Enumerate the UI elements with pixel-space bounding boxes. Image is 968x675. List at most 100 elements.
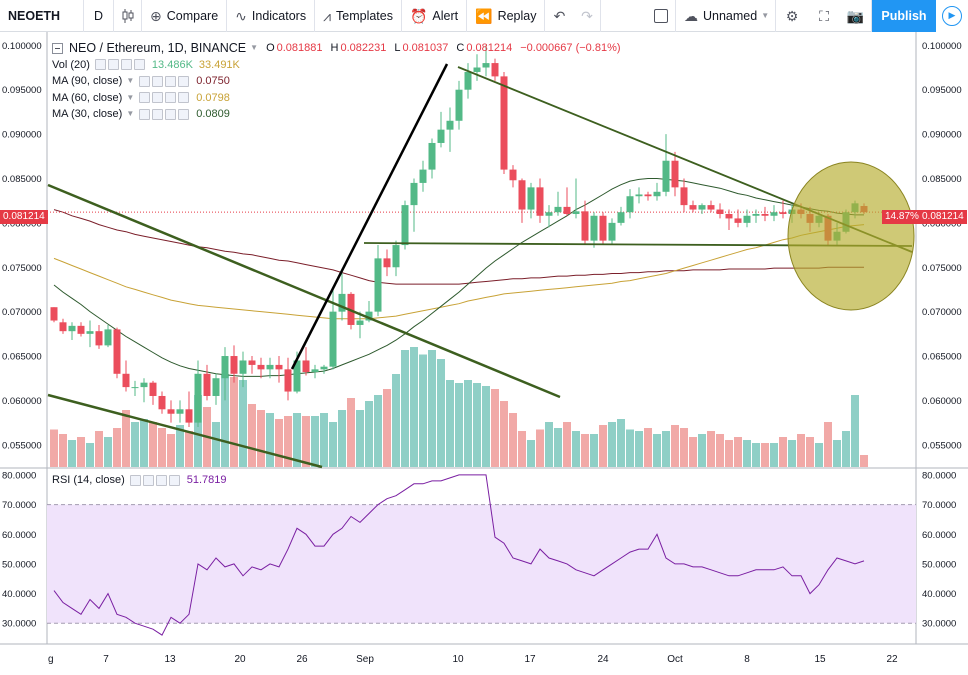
rsi-controls[interactable] — [129, 474, 182, 486]
chevron-down-icon[interactable]: ▼ — [126, 109, 135, 119]
ma90-controls[interactable] — [139, 75, 191, 87]
volume-bar-11 — [149, 422, 157, 467]
candle-body-73 — [707, 205, 715, 210]
interval-button[interactable]: D — [84, 0, 114, 32]
volume-controls[interactable] — [94, 59, 147, 71]
volume-bar-69 — [671, 425, 679, 467]
volume-bar-46 — [464, 380, 472, 467]
candle-body-58 — [572, 211, 580, 214]
price-tick-left-9: 0.055000 — [2, 440, 42, 451]
rsi-tick-right-1: 70.0000 — [922, 500, 956, 511]
candle-body-2 — [68, 325, 76, 332]
candle-body-45 — [455, 89, 463, 121]
volume-bar-49 — [491, 389, 499, 467]
replay-button[interactable]: ⏪ Replay — [467, 0, 546, 32]
candle-body-24 — [266, 364, 274, 370]
candle-body-68 — [662, 160, 670, 192]
volume-bar-76 — [734, 437, 742, 467]
price-tick-right-7: 0.065000 — [922, 352, 962, 363]
redo-button[interactable]: ↷ — [573, 0, 602, 32]
compare-button[interactable]: ⊕ Compare — [142, 0, 228, 32]
templates-button[interactable]: ⩘ Templates — [315, 0, 402, 32]
volume-bar-50 — [500, 401, 508, 467]
candle-body-9 — [131, 387, 139, 389]
legend-main-row: NEO / Ethereum, 1D, BINANCE ▼ O 0.081881 … — [52, 40, 621, 57]
symbol-search-button[interactable]: NEOETH — [0, 0, 84, 32]
volume-bar-29 — [311, 416, 319, 467]
volume-bar-31 — [329, 422, 337, 467]
snapshot-button[interactable]: 📷 — [840, 0, 872, 32]
price-tick-right-5: 0.075000 — [922, 263, 962, 274]
candle-body-27 — [293, 360, 301, 392]
candle-body-52 — [518, 180, 526, 210]
time-label-7: 17 — [524, 654, 536, 665]
templates-label: Templates — [336, 8, 393, 23]
candle-body-80 — [770, 212, 778, 216]
ma60-controls[interactable] — [139, 92, 191, 104]
candle-body-74 — [716, 209, 724, 214]
ma60-label: MA (60, close) — [52, 91, 123, 104]
volume-bar-4 — [86, 443, 94, 467]
publish-label: Publish — [881, 8, 927, 23]
volume-bar-64 — [626, 429, 634, 467]
volume-bar-24 — [266, 413, 274, 467]
layout-save-button[interactable]: ☁ Unnamed ▼ — [676, 0, 776, 32]
rsi-tick-left-4: 40.0000 — [2, 589, 36, 600]
alert-button[interactable]: ⏰ Alert — [402, 0, 468, 32]
settings-button[interactable]: ⚙ — [776, 0, 808, 32]
candle-body-0 — [50, 307, 58, 321]
change-value: −0.000667 (−0.81%) — [520, 42, 621, 55]
chevron-down-icon[interactable]: ▼ — [126, 76, 135, 86]
candle-body-55 — [545, 212, 553, 216]
last-price-tag-left: 0.081214 — [0, 210, 48, 224]
chart-canvas[interactable]: 0.100000 0.100000 0.095000 0.095000 0.090000… — [0, 32, 968, 675]
open-label: O — [266, 42, 275, 55]
candle-body-44 — [446, 120, 454, 130]
candle-body-14 — [176, 409, 184, 414]
volume-bar-40 — [410, 347, 418, 467]
fullscreen-toggle[interactable] — [646, 0, 676, 32]
volume-bar-58 — [572, 431, 580, 467]
chevron-down-icon: ▼ — [761, 11, 770, 20]
volume-bar-35 — [365, 401, 373, 467]
chevron-down-icon[interactable]: ▼ — [126, 92, 135, 102]
ma30-controls[interactable] — [139, 108, 191, 120]
volume-bar-8 — [122, 410, 130, 467]
volume-bar-86 — [824, 422, 832, 467]
volume-bar-60 — [590, 434, 598, 467]
time-label-6: 10 — [452, 654, 464, 665]
price-tick-left-8: 0.060000 — [2, 396, 42, 407]
expand-button[interactable]: ⛶ — [808, 0, 840, 32]
rsi-tick-left-2: 60.0000 — [2, 530, 36, 541]
undo-button[interactable]: ↶ — [545, 0, 573, 32]
volume-bar-73 — [707, 431, 715, 467]
close-value: 0.081214 — [466, 42, 513, 55]
low-value: 0.081037 — [402, 42, 449, 55]
chart-container[interactable]: 0.100000 0.100000 0.095000 0.095000 0.090000… — [0, 32, 968, 675]
candle-body-16 — [194, 373, 202, 423]
chart-style-button[interactable] — [114, 0, 142, 32]
candle-body-20 — [230, 356, 238, 374]
high-value: 0.082231 — [340, 42, 387, 55]
stream-button[interactable]: ▶ — [936, 0, 968, 32]
candle-body-59 — [581, 211, 589, 241]
candle-body-71 — [689, 205, 697, 210]
symbol-label: NEOETH — [8, 8, 61, 23]
legend-ma60-row: MA (60, close) ▼ 0.0798 — [52, 90, 621, 107]
volume-bar-88 — [842, 431, 850, 467]
volume-bar-83 — [797, 434, 805, 467]
collapse-icon[interactable] — [52, 42, 63, 54]
volume-bar-30 — [320, 413, 328, 467]
indicators-icon: ∿ — [235, 7, 247, 24]
rsi-tick-right-0: 80.0000 — [922, 470, 956, 481]
volume-bar-25 — [275, 419, 283, 467]
time-label-3: 20 — [234, 654, 246, 665]
indicators-button[interactable]: ∿ Indicators — [227, 0, 316, 32]
chevron-down-icon[interactable]: ▼ — [250, 43, 259, 53]
rsi-tick-left-0: 80.0000 — [2, 470, 36, 481]
rsi-tick-right-3: 50.0000 — [922, 559, 956, 570]
time-label-5: Sep — [356, 654, 374, 665]
volume-bar-90 — [860, 455, 868, 467]
publish-button[interactable]: Publish — [872, 0, 936, 32]
volume-bar-85 — [815, 443, 823, 467]
